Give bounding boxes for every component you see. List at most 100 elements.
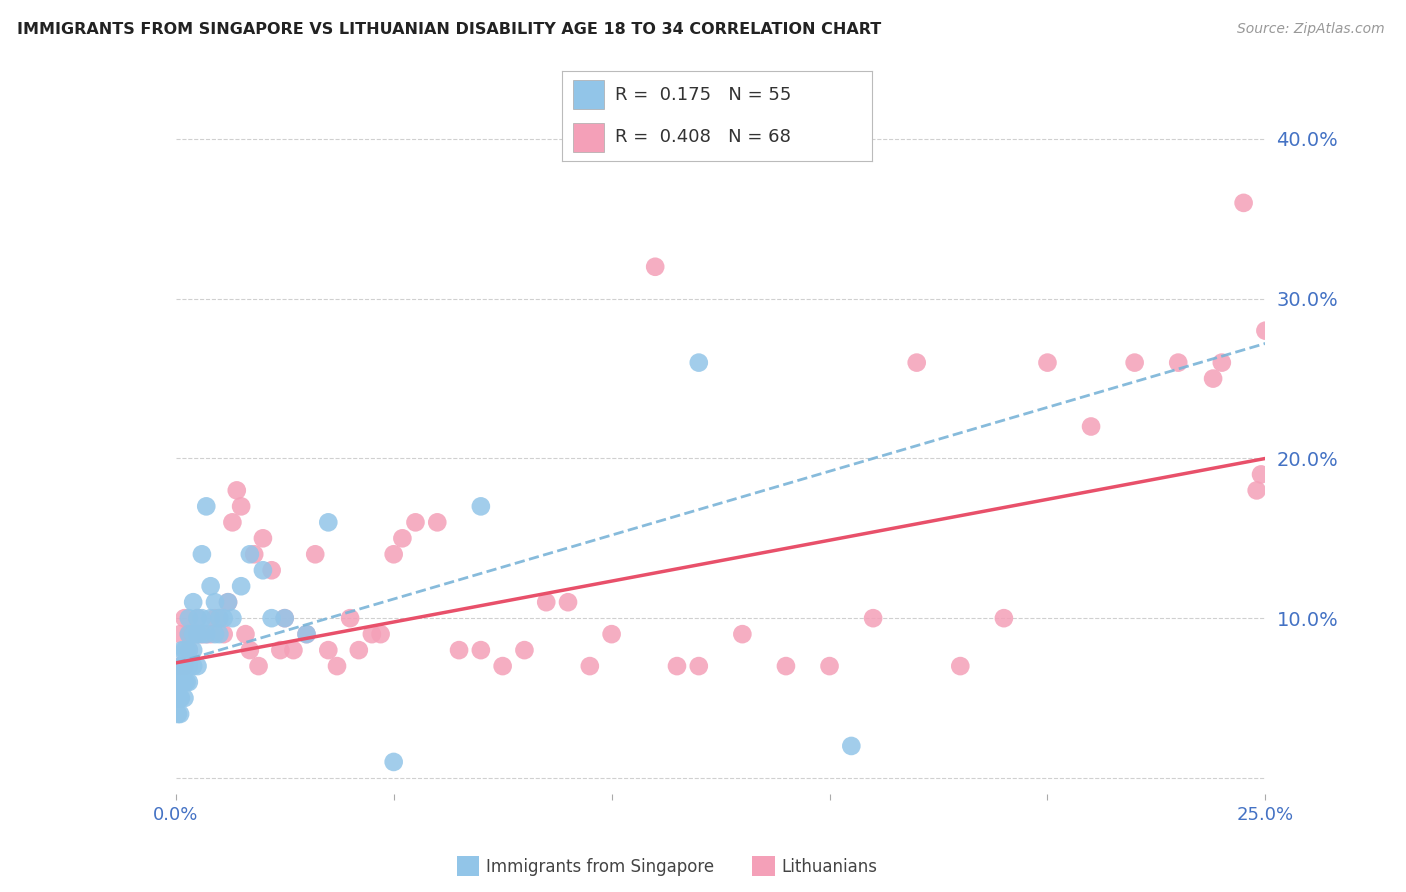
Text: Immigrants from Singapore: Immigrants from Singapore — [486, 858, 714, 876]
Point — [644, 260, 666, 274]
Point — [217, 595, 239, 609]
Point — [170, 691, 193, 706]
Point — [172, 675, 194, 690]
Point — [326, 659, 349, 673]
Point — [177, 643, 200, 657]
Point — [231, 500, 253, 514]
Point — [225, 483, 247, 498]
Point — [177, 627, 200, 641]
Point — [579, 659, 602, 673]
Point — [167, 691, 190, 706]
Point — [191, 611, 214, 625]
Point — [247, 659, 270, 673]
Point — [239, 643, 262, 657]
Text: R =  0.408   N = 68: R = 0.408 N = 68 — [614, 128, 790, 146]
Point — [208, 627, 231, 641]
Point — [260, 563, 283, 577]
Point — [212, 611, 235, 625]
Point — [191, 547, 214, 561]
Point — [177, 643, 200, 657]
Point — [208, 611, 231, 625]
Point — [172, 643, 194, 657]
Point — [172, 659, 194, 673]
Point — [181, 643, 204, 657]
Point — [905, 356, 928, 370]
Point — [269, 643, 291, 657]
Point — [295, 627, 318, 641]
Point — [186, 611, 209, 625]
Point — [283, 643, 305, 657]
Point — [204, 595, 226, 609]
Point — [426, 516, 449, 530]
Point — [173, 643, 195, 657]
Point — [382, 547, 405, 561]
Point — [173, 675, 195, 690]
Point — [208, 611, 231, 625]
Text: R =  0.175   N = 55: R = 0.175 N = 55 — [614, 86, 792, 103]
Point — [212, 627, 235, 641]
Point — [235, 627, 257, 641]
Point — [688, 356, 710, 370]
Point — [177, 659, 200, 673]
Point — [360, 627, 382, 641]
Point — [1246, 483, 1268, 498]
Point — [534, 595, 557, 609]
Text: Lithuanians: Lithuanians — [782, 858, 877, 876]
Point — [470, 643, 492, 657]
FancyBboxPatch shape — [574, 123, 605, 152]
Point — [274, 611, 297, 625]
Point — [949, 659, 972, 673]
Point — [176, 675, 198, 690]
Point — [688, 659, 710, 673]
Point — [339, 611, 361, 625]
Point — [177, 611, 200, 625]
Point — [274, 611, 297, 625]
Point — [1254, 324, 1277, 338]
Point — [173, 691, 195, 706]
Point — [731, 627, 754, 641]
Point — [186, 627, 209, 641]
Point — [195, 627, 218, 641]
Point — [1250, 467, 1272, 482]
Point — [169, 691, 191, 706]
Point — [1123, 356, 1146, 370]
Point — [177, 675, 200, 690]
Point — [347, 643, 370, 657]
Point — [1080, 419, 1102, 434]
Point — [231, 579, 253, 593]
Point — [841, 739, 863, 753]
Point — [191, 627, 214, 641]
Point — [167, 675, 190, 690]
Point — [304, 547, 326, 561]
Point — [173, 659, 195, 673]
Point — [513, 643, 536, 657]
Point — [195, 627, 218, 641]
Point — [1202, 371, 1225, 385]
Point — [181, 627, 204, 641]
Point — [181, 595, 204, 609]
Point — [177, 627, 200, 641]
Point — [295, 627, 318, 641]
Point — [181, 659, 204, 673]
Point — [1036, 356, 1059, 370]
Point — [170, 675, 193, 690]
Text: Source: ZipAtlas.com: Source: ZipAtlas.com — [1237, 22, 1385, 37]
Point — [557, 595, 579, 609]
Point — [382, 755, 405, 769]
Point — [169, 659, 191, 673]
Point — [169, 706, 191, 721]
Point — [200, 627, 222, 641]
Point — [221, 611, 243, 625]
Point — [186, 611, 209, 625]
Point — [666, 659, 689, 673]
Point — [169, 627, 191, 641]
Point — [186, 659, 209, 673]
Point — [167, 691, 190, 706]
Point — [186, 627, 209, 641]
Point — [167, 706, 190, 721]
Point — [252, 563, 274, 577]
Point — [173, 611, 195, 625]
FancyBboxPatch shape — [574, 80, 605, 109]
Point — [191, 627, 214, 641]
Point — [993, 611, 1015, 625]
